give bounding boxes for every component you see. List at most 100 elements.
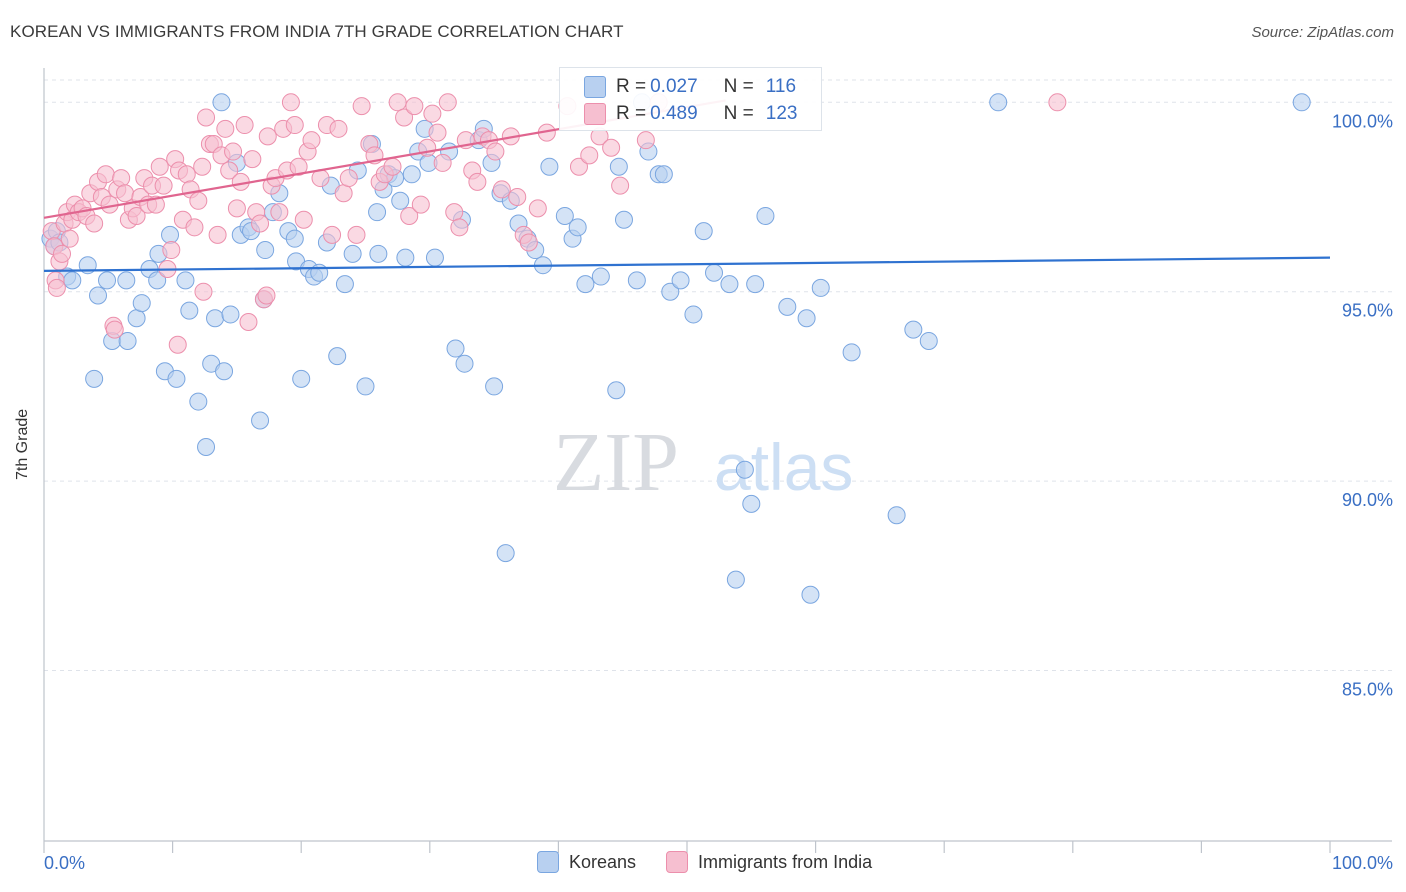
point-india bbox=[400, 206, 419, 225]
legend-row-india: R = 0.489 N = 123 bbox=[584, 101, 797, 127]
point-india bbox=[150, 157, 169, 176]
point-india bbox=[105, 320, 124, 339]
point-korean bbox=[118, 331, 137, 350]
point-india bbox=[302, 131, 321, 150]
point-india bbox=[388, 93, 407, 112]
r-label: R = bbox=[616, 103, 647, 124]
point-korean bbox=[127, 309, 146, 328]
point-india bbox=[383, 157, 402, 176]
n-label: N = bbox=[723, 76, 754, 97]
point-korean bbox=[446, 339, 465, 358]
legend-item-koreans[interactable]: Koreans bbox=[537, 851, 636, 873]
point-korean bbox=[148, 271, 167, 290]
point-korean bbox=[756, 206, 775, 225]
point-india bbox=[60, 229, 79, 248]
point-india bbox=[177, 165, 196, 184]
point-india bbox=[208, 225, 227, 244]
point-korean bbox=[256, 241, 275, 260]
point-india bbox=[433, 153, 452, 172]
point-korean bbox=[694, 222, 713, 241]
watermark-atlas: atlas bbox=[714, 430, 853, 504]
point-korean bbox=[189, 392, 208, 411]
point-india bbox=[116, 184, 135, 203]
point-india bbox=[235, 116, 254, 135]
point-india bbox=[334, 184, 353, 203]
point-india bbox=[438, 93, 457, 112]
point-india bbox=[347, 225, 366, 244]
point-india bbox=[189, 191, 208, 210]
point-india bbox=[85, 214, 104, 233]
point-india bbox=[423, 104, 442, 123]
point-korean bbox=[369, 244, 388, 263]
point-india bbox=[411, 195, 430, 214]
point-india bbox=[197, 108, 216, 127]
point-korean bbox=[705, 263, 724, 282]
point-korean bbox=[180, 301, 199, 320]
trend-line-koreans bbox=[43, 256, 1331, 272]
point-india bbox=[519, 233, 538, 252]
point-korean bbox=[576, 275, 595, 294]
point-india bbox=[185, 218, 204, 237]
point-korean bbox=[197, 438, 216, 457]
legend-swatch-india bbox=[666, 851, 689, 873]
point-korean bbox=[343, 244, 362, 263]
point-korean bbox=[292, 369, 311, 388]
y-tick-label: 95.0% bbox=[1342, 301, 1393, 321]
point-india bbox=[168, 335, 187, 354]
point-india bbox=[270, 203, 289, 222]
point-korean bbox=[801, 585, 820, 604]
point-india bbox=[445, 203, 464, 222]
point-korean bbox=[627, 271, 646, 290]
point-korean bbox=[485, 377, 504, 396]
point-korean bbox=[396, 248, 415, 267]
n-value: 123 bbox=[765, 103, 798, 124]
point-india bbox=[580, 146, 599, 165]
r-label: R = bbox=[616, 76, 647, 97]
point-india bbox=[508, 188, 527, 207]
legend-swatch-koreans bbox=[537, 851, 559, 873]
point-korean bbox=[778, 297, 797, 316]
point-india bbox=[611, 176, 630, 195]
point-korean bbox=[117, 271, 136, 290]
source-label: Source: ZipAtlas.com bbox=[1251, 24, 1394, 41]
point-india bbox=[339, 169, 358, 188]
point-india bbox=[450, 218, 469, 237]
point-india bbox=[216, 119, 235, 138]
point-india bbox=[227, 199, 246, 218]
r-value: 0.489 bbox=[650, 103, 698, 124]
legend-label-india: Immigrants from India bbox=[698, 851, 873, 872]
legend-label-koreans: Koreans bbox=[569, 851, 637, 872]
y-tick-label: 85.0% bbox=[1342, 680, 1393, 700]
point-india bbox=[1048, 93, 1067, 112]
tick-labels: 85.0% 90.0% 95.0% 100.0% 0.0% 100.0% bbox=[44, 111, 1393, 873]
point-india bbox=[47, 278, 66, 297]
series-legend: Koreans Immigrants from India bbox=[537, 851, 902, 873]
point-india bbox=[251, 214, 270, 233]
point-korean bbox=[654, 165, 673, 184]
point-india bbox=[257, 286, 276, 305]
point-india bbox=[112, 169, 131, 188]
point-korean bbox=[215, 362, 234, 381]
point-korean bbox=[742, 494, 761, 513]
point-korean bbox=[98, 271, 117, 290]
point-korean bbox=[212, 93, 231, 112]
point-korean bbox=[720, 275, 739, 294]
point-korean bbox=[607, 381, 626, 400]
n-label: N = bbox=[723, 103, 754, 124]
point-korean bbox=[368, 203, 387, 222]
point-korean bbox=[63, 271, 82, 290]
point-india bbox=[243, 150, 262, 169]
point-korean bbox=[285, 229, 304, 248]
point-korean bbox=[842, 343, 861, 362]
legend-item-india[interactable]: Immigrants from India bbox=[666, 851, 872, 873]
point-india bbox=[127, 206, 146, 225]
point-india bbox=[636, 131, 655, 150]
point-korean bbox=[591, 267, 610, 286]
chart-title: KOREAN VS IMMIGRANTS FROM INDIA 7TH GRAD… bbox=[10, 22, 624, 41]
point-korean bbox=[335, 275, 354, 294]
point-india bbox=[395, 108, 414, 127]
point-korean bbox=[328, 347, 347, 366]
point-korean bbox=[1292, 93, 1311, 112]
point-korean bbox=[89, 286, 108, 305]
